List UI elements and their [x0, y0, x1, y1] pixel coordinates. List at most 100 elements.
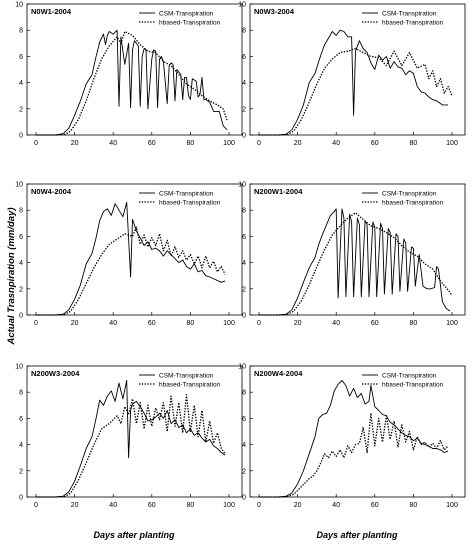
x-tick-label: 40 — [332, 140, 340, 147]
csm-transpiration-line — [36, 201, 226, 316]
legend: CSM-Transpiration hbased-Transpiration — [139, 190, 221, 206]
legend-label: hbased-Transpiration — [159, 381, 221, 388]
hbased-transpiration-line — [259, 212, 453, 316]
csm-transpiration-line — [259, 208, 451, 316]
panel-title: N0W4-2004 — [31, 187, 72, 196]
csm-transpiration-line — [259, 29, 449, 136]
plot-frame — [249, 183, 466, 316]
y-tick-label: 2 — [242, 468, 246, 475]
y-tick-label: 2 — [19, 286, 23, 293]
y-tick-label: 8 — [19, 208, 23, 215]
legend: CSM-Transpiration hbased-Transpiration — [362, 10, 444, 26]
y-axis-title: Actual Trasnpiration (mm/day) — [6, 207, 17, 345]
x-tick-label: 20 — [294, 140, 302, 147]
x-tick-label: 20 — [71, 502, 79, 509]
x-tick-label: 80 — [187, 140, 195, 147]
legend: CSM-Transpiration hbased-Transpiration — [139, 10, 221, 26]
legend: CSM-Transpiration hbased-Transpiration — [139, 372, 221, 388]
hbased-transpiration-line — [36, 394, 226, 498]
csm-transpiration-line — [36, 379, 226, 498]
y-tick-label: 4 — [242, 442, 246, 449]
x-tick-label: 0 — [257, 140, 261, 147]
x-tick-label: 100 — [446, 320, 458, 327]
plot-frame — [26, 3, 243, 136]
y-tick-label: 8 — [242, 28, 246, 35]
hbased-transpiration-line — [259, 47, 453, 136]
x-tick-label: 20 — [294, 320, 302, 327]
x-tick-label: 60 — [371, 502, 379, 509]
x-tick-label: 0 — [34, 320, 38, 327]
x-tick-label: 100 — [446, 140, 458, 147]
y-tick-label: 10 — [238, 182, 246, 189]
x-tick-label: 60 — [371, 320, 379, 327]
y-tick-label: 0 — [242, 313, 246, 320]
y-tick-label: 2 — [242, 286, 246, 293]
csm-transpiration-line — [36, 29, 228, 136]
x-tick-label: 0 — [34, 140, 38, 147]
legend: CSM-Transpiration hbased-Transpiration — [362, 190, 444, 206]
legend-label: hbased-Transpiration — [382, 381, 444, 388]
y-tick-label: 8 — [19, 28, 23, 35]
x-tick-label: 40 — [109, 502, 117, 509]
y-tick-label: 4 — [242, 260, 246, 267]
x-tick-label: 60 — [148, 140, 156, 147]
legend-label: CSM-Transpiration — [159, 190, 214, 197]
x-axis-title-right: Days after planting — [316, 530, 398, 540]
y-tick-label: 10 — [238, 364, 246, 371]
y-tick-label: 6 — [19, 234, 23, 241]
panel-title: N200W1-2004 — [254, 187, 303, 196]
y-tick-label: 0 — [19, 313, 23, 320]
panel-title: N200W4-2004 — [254, 369, 303, 378]
x-tick-label: 80 — [187, 320, 195, 327]
legend-label: CSM-Transpiration — [159, 372, 214, 379]
y-tick-label: 6 — [242, 234, 246, 241]
x-tick-label: 80 — [187, 502, 195, 509]
y-tick-label: 6 — [19, 54, 23, 61]
x-tick-label: 40 — [332, 502, 340, 509]
y-tick-label: 2 — [19, 468, 23, 475]
y-tick-label: 4 — [19, 442, 23, 449]
y-tick-label: 10 — [15, 182, 23, 189]
y-tick-label: 10 — [15, 2, 23, 9]
x-tick-label: 100 — [223, 502, 235, 509]
y-tick-label: 10 — [15, 364, 23, 371]
hbased-transpiration-line — [259, 412, 449, 498]
plot-frame — [26, 183, 243, 316]
x-tick-label: 60 — [148, 320, 156, 327]
x-tick-label: 100 — [223, 320, 235, 327]
x-tick-label: 60 — [371, 140, 379, 147]
x-tick-label: 0 — [257, 502, 261, 509]
y-tick-label: 4 — [242, 80, 246, 87]
plot-frame — [26, 365, 243, 498]
legend-label: CSM-Transpiration — [382, 10, 437, 17]
legend-label: CSM-Transpiration — [159, 10, 214, 17]
x-tick-label: 40 — [109, 320, 117, 327]
plot-frame — [249, 3, 466, 136]
y-tick-label: 8 — [242, 390, 246, 397]
y-tick-label: 6 — [19, 416, 23, 423]
y-tick-label: 10 — [238, 2, 246, 9]
legend-label: hbased-Transpiration — [159, 19, 221, 26]
x-tick-label: 80 — [410, 140, 418, 147]
x-tick-label: 100 — [223, 140, 235, 147]
y-tick-label: 8 — [242, 208, 246, 215]
csm-transpiration-line — [259, 379, 449, 498]
x-tick-label: 0 — [34, 502, 38, 509]
y-tick-label: 2 — [19, 106, 23, 113]
y-tick-label: 0 — [19, 133, 23, 140]
x-tick-label: 100 — [446, 502, 458, 509]
y-tick-label: 4 — [19, 80, 23, 87]
y-tick-label: 8 — [19, 390, 23, 397]
legend: CSM-Transpiration hbased-Transpiration — [362, 372, 444, 388]
panel-title: N0W1-2004 — [31, 7, 72, 16]
x-tick-label: 20 — [294, 502, 302, 509]
x-tick-label: 20 — [71, 320, 79, 327]
y-tick-label: 2 — [242, 106, 246, 113]
legend-label: CSM-Transpiration — [382, 372, 437, 379]
